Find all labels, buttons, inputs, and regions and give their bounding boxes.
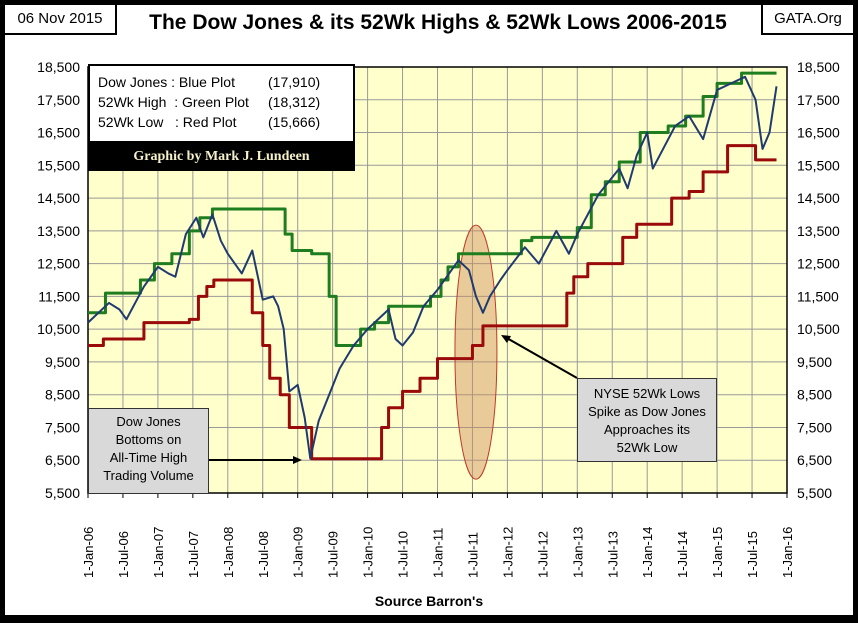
y-tick-label-left: 18,500 [37,59,80,75]
y-tick-label-left: 7,500 [45,419,80,435]
y-tick-label-left: 11,500 [38,288,80,304]
x-tick-label: 1-Jul-06 [116,531,131,578]
annotation-line: Bottoms on [115,432,182,447]
y-tick-label-left: 5,500 [45,485,80,501]
x-tick-label: 1-Jul-14 [675,531,690,578]
y-tick-label-right: 6,500 [797,452,832,468]
y-tick-label-left: 9,500 [45,354,80,370]
x-tick-label: 1-Jan-09 [291,527,306,578]
x-tick-label: 1-Jan-11 [431,528,446,578]
y-tick-label-right: 7,500 [797,419,832,435]
y-tick-label-left: 6,500 [45,452,80,468]
x-tick-label: 1-Jul-11 [465,532,480,578]
legend-row-low: 52Wk Low : Red Plot (15,666) [98,112,353,132]
legend-label: 52Wk High : Green Plot [98,94,249,110]
x-tick-label: 1-Jan-16 [780,527,795,578]
x-tick-label: 1-Jul-08 [256,531,271,578]
y-tick-label-right: 16,500 [797,125,840,141]
y-tick-label-left: 8,500 [45,387,80,403]
x-tick-label: 1-Jan-13 [570,527,585,578]
annotation-line: 52Wk Low [616,440,678,455]
series-52wk-low [88,144,777,461]
y-tick-label-right: 10,500 [797,321,840,337]
arrowhead-icon [501,335,511,343]
y-tick-label-right: 15,500 [797,157,840,173]
legend-label: Dow Jones : Blue Plot [98,74,235,90]
x-tick-label: 1-Jul-10 [396,531,411,578]
x-axis-label: Source Barron's [374,593,484,609]
y-tick-label-left: 10,500 [37,321,80,337]
x-tick-label: 1-Jan-08 [221,527,236,578]
annotation-dow-bottom: Dow Jones Bottoms on All-Time High Tradi… [88,408,209,494]
x-tick-label: 1-Jul-07 [186,531,201,578]
annotation-line: Trading Volume [103,468,194,483]
y-tick-label-right: 8,500 [797,387,832,403]
y-tick-label-right: 14,500 [797,190,840,206]
arrow-nyse-lows [504,336,578,379]
x-tick-label: 1-Jan-14 [640,527,655,578]
date-label: 06 Nov 2015 [5,5,117,35]
annotation-line: All-Time High [109,450,188,465]
y-tick-label-right: 12,500 [797,256,840,272]
x-tick-label: 1-Jul-15 [745,531,760,578]
annotation-line: Approaches its [604,422,690,437]
y-tick-label-right: 9,500 [797,354,832,370]
y-tick-label-left: 12,500 [37,256,80,272]
highlight-ellipse [454,224,498,480]
x-tick-label: 1-Jan-12 [500,527,515,578]
x-tick-label: 1-Jul-09 [326,531,341,578]
plot-border [87,66,788,494]
x-tick-label: 1-Jul-12 [535,531,550,578]
legend-value: (18,312) [268,94,321,110]
annotation-nyse-lows: NYSE 52Wk Lows Spike as Dow Jones Approa… [577,378,717,462]
annotation-line: Dow Jones [116,414,181,429]
y-tick-label-left: 15,500 [37,157,80,173]
x-tick-label: 1-Jan-10 [361,527,376,578]
chart-frame: 1-Jan-06 1-Jul-06 1-Jan-07 1-Jul-07 1-Jan-08… [5,5,853,615]
y-tick-label-left: 14,500 [37,190,80,206]
y-tick-label-right: 5,500 [797,485,832,501]
x-tick-label: 1-Jan-07 [151,527,166,578]
y-tick-label-left: 17,500 [37,92,80,108]
x-tick-label: 1-Jul-13 [605,531,620,578]
x-tick-label: 1-Jan-06 [81,527,96,578]
y-tick-label-left: 13,500 [37,223,80,239]
legend-row-high: 52Wk High : Green Plot (18,312) [98,92,353,112]
credit-banner: Graphic by Mark J. Lundeen [88,143,355,171]
y-tick-label-left: 16,500 [37,125,80,141]
series-dow-jones [87,75,778,460]
y-tick-label-right: 13,500 [797,223,840,239]
legend-row-dow: Dow Jones : Blue Plot (17,910) [98,72,353,92]
y-tick-label-right: 17,500 [797,92,840,108]
annotation-line: NYSE 52Wk Lows [593,386,701,401]
y-tick-label-right: 18,500 [797,59,840,75]
arrowhead-icon [293,456,302,464]
x-tick-label: 1-Jan-15 [710,527,725,578]
site-label: GATA.Org [761,5,853,35]
series-52wk-high [88,71,777,348]
legend: Dow Jones : Blue Plot (17,910) 52Wk High … [88,64,355,143]
legend-value: (15,666) [268,114,321,130]
annotation-line: Spike as Dow Jones [588,404,706,419]
legend-value: (17,910) [268,74,321,90]
chart-title: The Dow Jones & its 52Wk Highs & 52Wk Lo… [149,11,727,34]
legend-label: 52Wk Low : Red Plot [98,114,237,130]
y-tick-label-right: 11,500 [797,288,839,304]
